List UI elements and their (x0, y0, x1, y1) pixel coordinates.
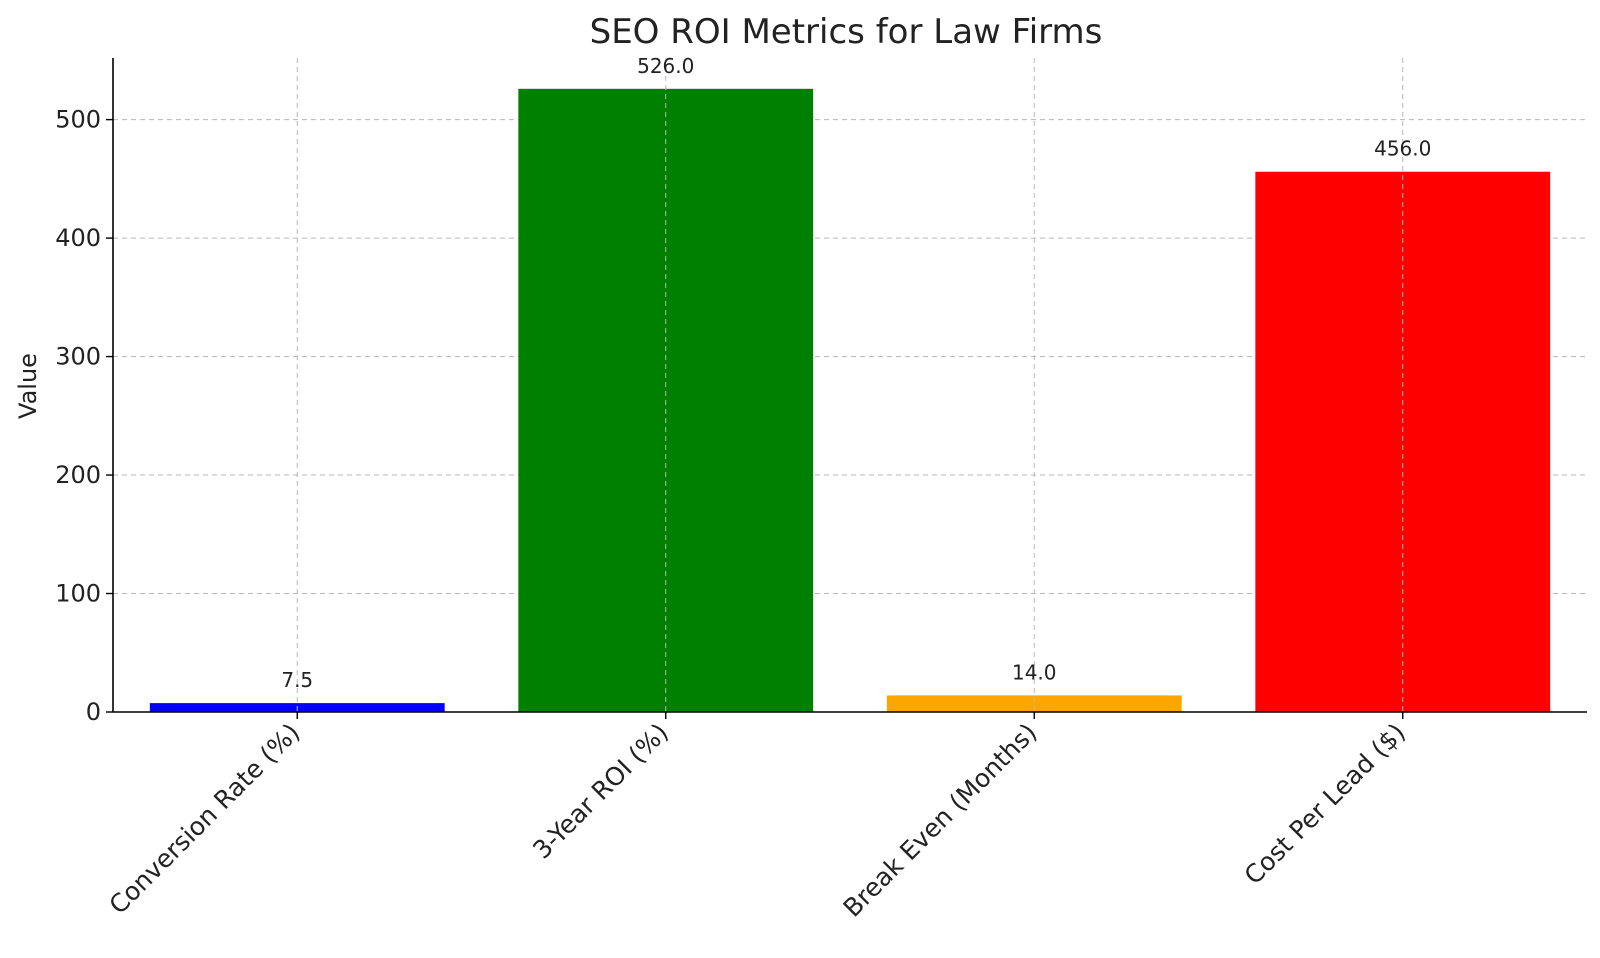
chart-title: SEO ROI Metrics for Law Firms (590, 12, 1103, 52)
axes-layer (106, 58, 1587, 719)
y-tick-label: 200 (55, 461, 101, 489)
y-tick-label: 400 (55, 224, 101, 252)
x-tick-label: Break Even (Months) (838, 718, 1043, 923)
y-tick-label: 0 (86, 698, 101, 726)
y-tick-label: 100 (55, 580, 101, 608)
data-label: 526.0 (637, 54, 694, 78)
y-tick-label: 300 (55, 343, 101, 371)
data-label: 456.0 (1374, 137, 1431, 161)
data-label: 7.5 (281, 668, 313, 692)
bar (886, 695, 1182, 712)
data-label: 14.0 (1012, 660, 1057, 684)
bar (1255, 171, 1551, 712)
x-tick-label: Conversion Rate (%) (104, 718, 306, 920)
x-tick-label: Cost Per Lead ($) (1239, 718, 1411, 890)
y-axis-label: Value (14, 353, 42, 419)
bars-layer (149, 88, 1551, 713)
y-tick-label: 500 (55, 106, 101, 134)
x-tick-label: 3-Year ROI (%) (527, 718, 674, 865)
vertical-grid-layer (296, 58, 1404, 712)
